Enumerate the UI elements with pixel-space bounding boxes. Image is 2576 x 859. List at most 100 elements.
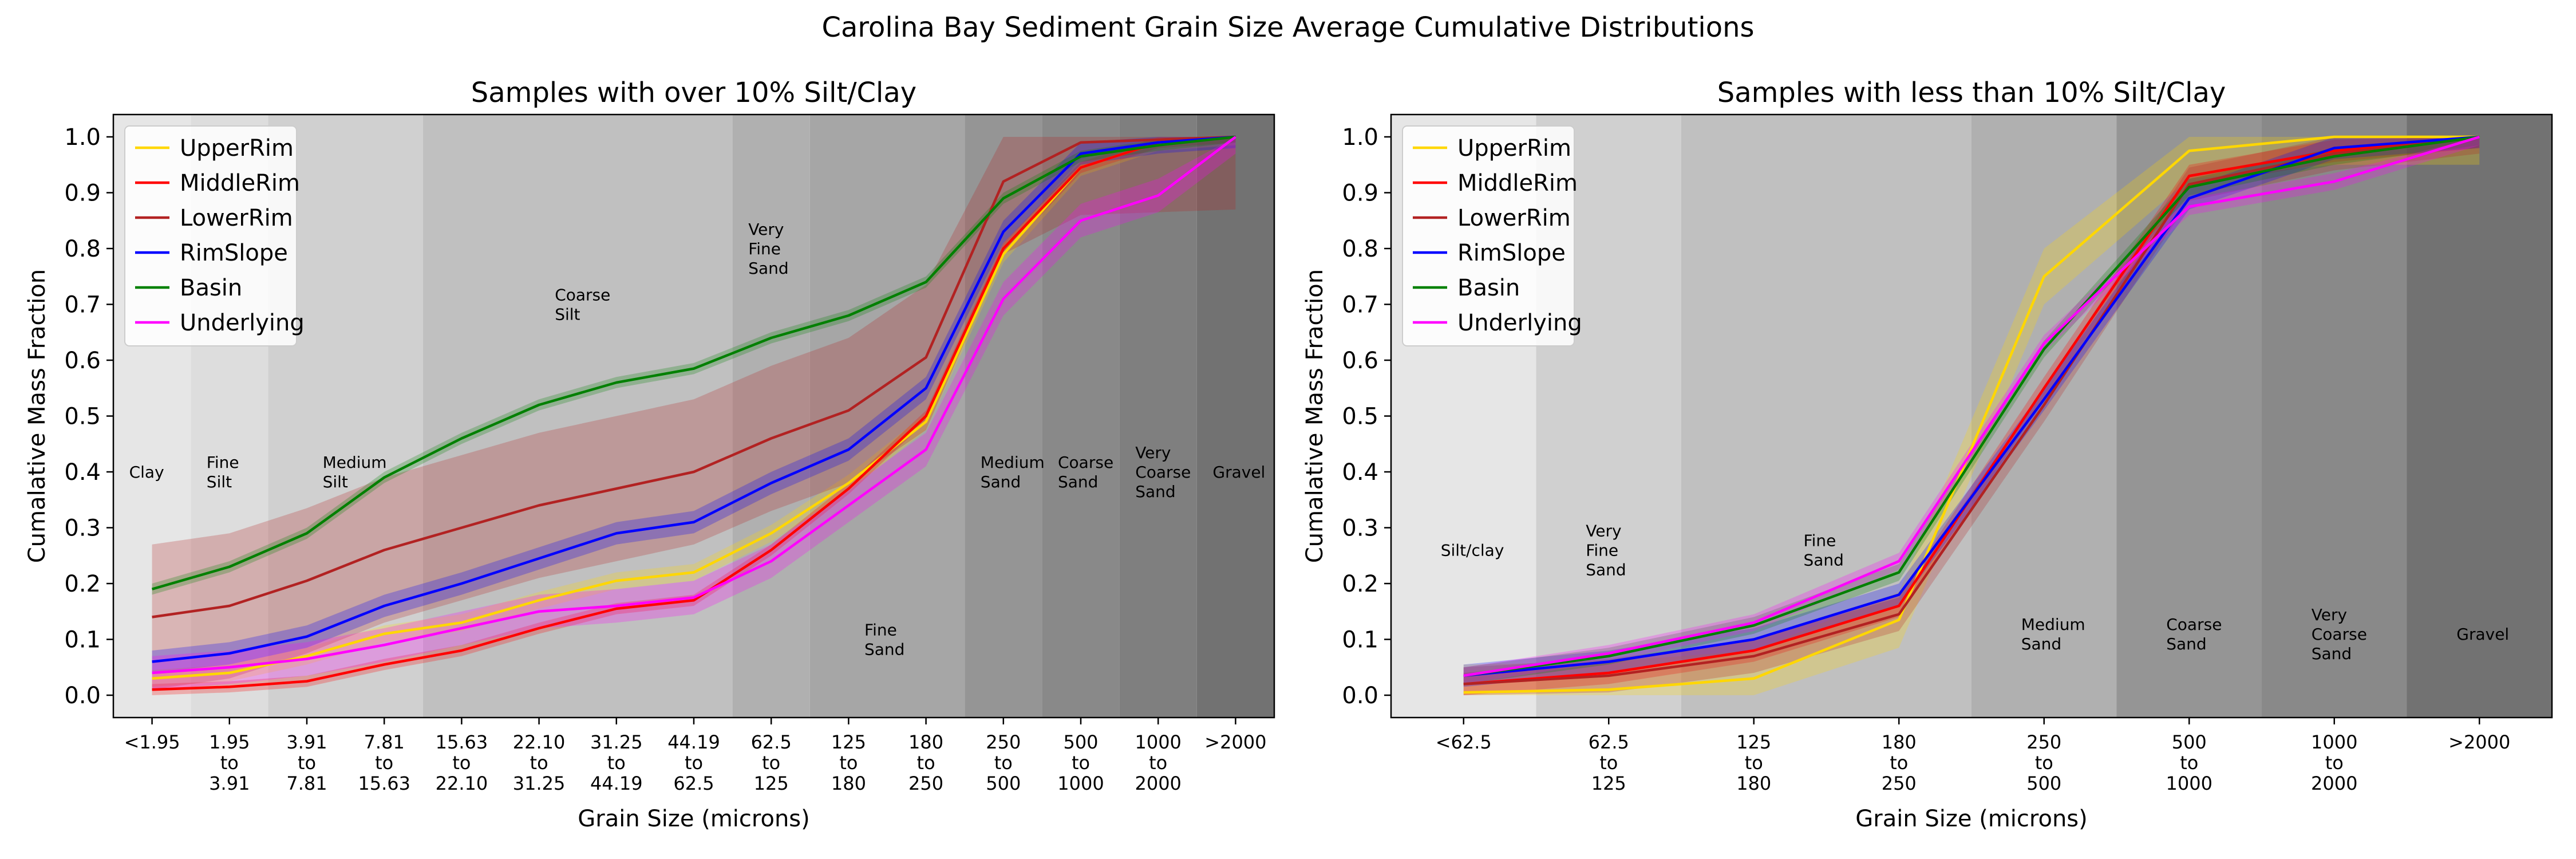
size-class-band (1119, 115, 1197, 718)
y-tick-label: 0.4 (64, 459, 101, 486)
series-line (1463, 135, 2480, 677)
x-tick-label: <1.95 (124, 731, 180, 753)
size-class-label: Very Fine Sand (748, 220, 788, 278)
size-class-label: Medium Sand (2021, 615, 2085, 653)
x-tick-label: 62.5 to 125 (1589, 731, 1629, 794)
x-tick-label: 250 to 500 (2026, 731, 2061, 794)
legend-entry: RimSlope (180, 240, 288, 266)
legend-entry: RimSlope (1457, 240, 1566, 266)
x-tick-label: 500 to 1000 (1057, 731, 1104, 794)
size-class-band (422, 115, 733, 718)
size-class-label: Fine Silt (207, 453, 239, 491)
y-tick-label: 0.6 (1342, 348, 1378, 374)
y-tick-label: 1.0 (1342, 124, 1378, 151)
chart-title: Samples with less than 10% Silt/Clay (1717, 77, 2226, 109)
series-line (152, 135, 1236, 663)
series-line (151, 135, 1236, 590)
y-axis-label: Cumalative Mass Fraction (24, 269, 50, 563)
y-tick-label: 0.7 (1342, 292, 1378, 318)
y-tick-label: 0.6 (64, 348, 101, 374)
size-class-band (965, 115, 1042, 718)
size-class-band (2407, 115, 2552, 718)
x-tick-label: 1.95 to 3.91 (209, 731, 250, 794)
x-axis-label: Grain Size (microns) (578, 806, 809, 832)
chart-panel-left: Samples with over 10% Silt/Clay Clay Fine S… (24, 77, 1275, 832)
size-class-label: Very Fine Sand (1586, 522, 1626, 580)
x-tick-label: 15.63 to 22.10 (436, 731, 488, 794)
y-tick-label: 0.3 (64, 515, 101, 542)
series-line (152, 135, 1236, 618)
size-class-label: Coarse Sand (1058, 453, 1113, 491)
y-tick-label: 1.0 (64, 124, 101, 151)
y-tick-label: 0.1 (64, 627, 101, 653)
size-class-label: Clay (129, 463, 164, 482)
x-tick-label: 500 to 1000 (2166, 731, 2212, 794)
size-class-label: Gravel (2456, 625, 2509, 644)
x-tick-label: 125 to 180 (831, 731, 866, 794)
y-tick-label: 0.2 (1342, 571, 1378, 597)
x-tick-label: 180 to 250 (1882, 731, 1917, 794)
size-class-band (2262, 115, 2407, 718)
y-axis-label: Cumalative Mass Fraction (1302, 269, 1328, 563)
size-class-label: Fine Sand (864, 621, 904, 659)
legend-box (1402, 125, 1575, 346)
legend-entry: Underlying (1457, 310, 1582, 336)
x-tick-label: 7.81 to 15.63 (358, 731, 410, 794)
size-class-label: Gravel (1212, 463, 1265, 482)
x-tick-label: 44.19 to 62.5 (667, 731, 720, 794)
size-class-band (1196, 115, 1274, 718)
size-class-label: Coarse Sand (2166, 615, 2222, 653)
x-tick-label: 180 to 250 (908, 731, 943, 794)
y-tick-label: 0.9 (1342, 180, 1378, 207)
y-tick-label: 0.1 (1342, 627, 1378, 653)
series-error-band (152, 137, 1236, 690)
y-tick-label: 0.0 (64, 683, 101, 709)
legend-entry: MiddleRim (180, 170, 300, 196)
y-tick-label: 0.5 (1342, 404, 1378, 430)
size-class-label: Medium Silt (323, 453, 387, 491)
legend-entry: UpperRim (180, 135, 294, 161)
size-class-band (1042, 115, 1120, 718)
y-tick-label: 0.8 (1342, 236, 1378, 262)
legend-entry: Basin (180, 275, 242, 301)
size-class-label: Silt/clay (1441, 541, 1504, 560)
y-tick-label: 0.0 (1342, 683, 1378, 709)
legend: UpperRim MiddleRim LowerRim RimSlope Basin Un… (124, 125, 305, 346)
x-tick-label: 1000 to 2000 (1135, 731, 1181, 794)
y-tick-label: 0.5 (64, 404, 101, 430)
y-tick-label: 0.9 (64, 180, 101, 207)
x-tick-label: 31.25 to 44.19 (590, 731, 643, 794)
size-class-band (732, 115, 810, 718)
series-error-band (152, 137, 1236, 690)
x-tick-label: <62.5 (1436, 731, 1492, 753)
size-class-label: Coarse Silt (555, 286, 610, 324)
x-tick-label: >2000 (2448, 731, 2510, 753)
x-tick-label: 1000 to 2000 (2311, 731, 2357, 794)
legend-entry: LowerRim (1457, 205, 1571, 231)
figure-suptitle: Carolina Bay Sediment Grain Size Average… (821, 11, 1754, 44)
size-class-label: Fine Sand (1804, 531, 1844, 570)
chart-title: Samples with over 10% Silt/Clay (471, 77, 916, 109)
legend-box (124, 125, 297, 346)
legend-entry: Underlying (180, 310, 305, 336)
x-tick-label: 250 to 500 (986, 731, 1021, 794)
chart-panel-right: Samples with less than 10% Silt/Clay Silt… (1302, 77, 2553, 832)
legend-entry: MiddleRim (1457, 170, 1578, 196)
size-class-label: Very Coarse Sand (2312, 605, 2367, 663)
legend-entry: UpperRim (1457, 135, 1571, 161)
x-tick-label: 125 to 180 (1736, 731, 1771, 794)
x-tick-label: 62.5 to 125 (751, 731, 792, 794)
series-line (1463, 135, 2480, 685)
series-line (152, 135, 1236, 691)
series-line (1463, 135, 2480, 677)
x-tick-label: 3.91 to 7.81 (286, 731, 327, 794)
legend-entry: LowerRim (180, 205, 293, 231)
size-class-band (2116, 115, 2262, 718)
series-line (152, 136, 1236, 675)
size-class-label: Medium Sand (981, 453, 1045, 491)
x-tick-label: 22.10 to 31.25 (513, 731, 566, 794)
y-tick-label: 0.4 (1342, 459, 1378, 486)
legend: UpperRim MiddleRim LowerRim RimSlope Basin Un… (1402, 125, 1582, 346)
x-axis-label: Grain Size (microns) (1855, 806, 2087, 832)
